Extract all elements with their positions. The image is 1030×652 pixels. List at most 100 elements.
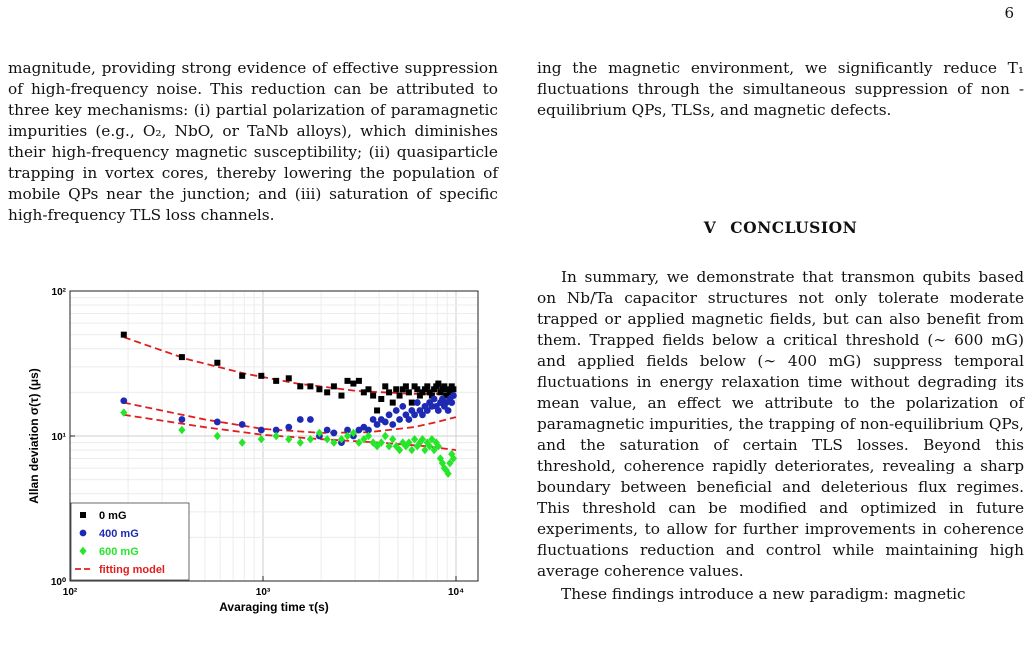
point-600-mg bbox=[349, 428, 357, 438]
point-0-mg bbox=[178, 354, 185, 361]
point-600-mg bbox=[238, 438, 246, 447]
conclusion-paragraph: In summary, we demonstrate that transmon… bbox=[537, 268, 1024, 580]
legend-marker bbox=[80, 512, 86, 518]
point-0-mg bbox=[428, 392, 435, 399]
point-400-mg bbox=[323, 426, 331, 434]
point-600-mg bbox=[421, 445, 429, 455]
point-0-mg bbox=[273, 377, 280, 384]
point-0-mg bbox=[382, 383, 389, 390]
point-0-mg bbox=[239, 372, 246, 379]
point-0-mg bbox=[350, 380, 357, 387]
point-400-mg bbox=[344, 426, 351, 434]
point-400-mg bbox=[120, 397, 128, 405]
point-600-mg bbox=[446, 458, 454, 468]
point-0-mg bbox=[374, 407, 381, 414]
point-400-mg bbox=[365, 426, 372, 434]
point-400-mg bbox=[411, 411, 418, 419]
point-0-mg bbox=[450, 386, 457, 393]
x-tick-label: 10³ bbox=[256, 587, 271, 598]
point-600-mg bbox=[343, 431, 352, 441]
section-heading: V CONCLUSION bbox=[537, 218, 1024, 237]
point-600-mg bbox=[360, 435, 368, 444]
point-0-mg bbox=[389, 399, 396, 406]
point-0-mg bbox=[307, 383, 314, 390]
chart-legend: 0 mG 400 mG 600 mG fitting model bbox=[70, 502, 190, 581]
axis-ticks: 10² 10³ 10⁴ 10⁰ 10¹ 10² bbox=[51, 287, 464, 598]
point-600-mg bbox=[315, 428, 324, 438]
point-600-mg bbox=[377, 438, 385, 447]
point-0-mg bbox=[393, 386, 400, 393]
right-column: ing the magnetic environment, we signifi… bbox=[537, 58, 1024, 605]
body-paragraph-left: magnitude, providing strong evidence of … bbox=[8, 59, 498, 224]
point-0-mg bbox=[414, 386, 421, 393]
x-tick-label: 10² bbox=[63, 587, 78, 598]
point-400-mg bbox=[389, 421, 397, 428]
point-0-mg bbox=[426, 389, 433, 396]
point-600-mg bbox=[213, 431, 221, 441]
point-0-mg bbox=[344, 377, 351, 384]
point-600-mg bbox=[296, 438, 304, 447]
point-400-mg bbox=[381, 418, 389, 426]
point-400-mg bbox=[392, 407, 400, 414]
point-400-mg bbox=[434, 407, 442, 414]
point-400-mg bbox=[450, 392, 457, 399]
point-400-mg bbox=[423, 407, 431, 414]
chart-svg: 10² 10³ 10⁴ 10⁰ 10¹ 10² Avaraging time τ(s) A… bbox=[27, 287, 479, 614]
x-tick-label: 10⁴ bbox=[448, 587, 464, 598]
point-0-mg bbox=[330, 383, 337, 390]
point-0-mg bbox=[399, 386, 406, 393]
point-0-mg bbox=[446, 389, 453, 396]
point-400-mg bbox=[373, 421, 381, 428]
point-0-mg bbox=[214, 359, 221, 366]
section-number: V bbox=[703, 218, 717, 237]
point-0-mg bbox=[405, 389, 412, 396]
point-0-mg bbox=[370, 392, 377, 399]
legend-label: 400 mG bbox=[99, 528, 139, 540]
point-400-mg bbox=[285, 423, 293, 431]
point-600-mg bbox=[330, 438, 338, 447]
point-400-mg bbox=[430, 395, 438, 403]
point-600-mg bbox=[392, 442, 400, 451]
point-0-mg bbox=[378, 395, 385, 402]
point-0-mg bbox=[360, 389, 367, 396]
point-600-mg bbox=[408, 445, 416, 455]
legend-marker bbox=[79, 546, 87, 556]
point-600-mg bbox=[423, 438, 431, 447]
point-0-mg bbox=[324, 389, 331, 396]
point-600-mg bbox=[444, 469, 452, 478]
point-0-mg bbox=[408, 399, 415, 406]
fit-curve bbox=[123, 413, 457, 451]
point-400-mg bbox=[257, 426, 265, 434]
point-0-mg bbox=[443, 392, 450, 399]
point-0-mg bbox=[258, 372, 265, 379]
point-600-mg bbox=[438, 458, 446, 468]
point-400-mg bbox=[399, 403, 407, 410]
point-600-mg bbox=[381, 431, 389, 441]
point-600-mg bbox=[416, 438, 424, 447]
left-column: magnitude, providing strong evidence of … bbox=[8, 58, 498, 226]
point-0-mg bbox=[120, 331, 127, 338]
point-600-mg bbox=[428, 435, 436, 444]
point-0-mg bbox=[386, 389, 393, 396]
point-0-mg bbox=[416, 392, 423, 399]
point-400-mg bbox=[419, 411, 426, 419]
point-600-mg bbox=[120, 408, 128, 417]
point-600-mg bbox=[448, 449, 456, 459]
point-600-mg bbox=[272, 431, 280, 441]
last-paragraph: These findings introduce a new paradigm:… bbox=[561, 585, 966, 603]
fit-curve bbox=[123, 336, 456, 395]
point-0-mg bbox=[365, 386, 372, 393]
point-0-mg bbox=[355, 377, 362, 384]
point-0-mg bbox=[441, 383, 448, 390]
point-600-mg bbox=[389, 435, 397, 444]
point-600-mg bbox=[337, 435, 346, 444]
y-tick-label: 10¹ bbox=[52, 432, 67, 443]
point-0-mg bbox=[402, 383, 409, 390]
point-600-mg bbox=[418, 435, 427, 444]
point-400-mg bbox=[396, 416, 403, 423]
point-600-mg bbox=[178, 425, 186, 435]
point-400-mg bbox=[213, 418, 221, 426]
point-600-mg bbox=[323, 435, 331, 444]
point-0-mg bbox=[445, 386, 452, 393]
point-400-mg bbox=[306, 416, 314, 423]
